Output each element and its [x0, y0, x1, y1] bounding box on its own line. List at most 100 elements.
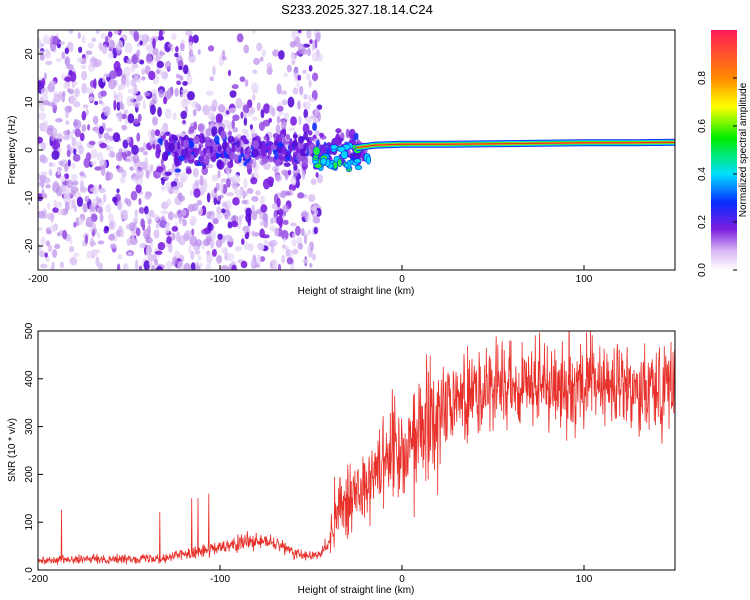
noise-blob	[98, 187, 106, 194]
noise-blob	[132, 154, 140, 164]
noise-blob	[58, 184, 67, 193]
noise-blob	[151, 264, 156, 270]
noise-blob	[312, 216, 321, 224]
noise-blob	[71, 137, 77, 147]
snr-x-tick-label: 0	[399, 574, 405, 585]
noise-blob	[118, 225, 123, 233]
noise-blob	[129, 166, 134, 172]
noise-blob	[136, 168, 144, 179]
noise-blob	[221, 201, 228, 208]
noise-blob	[157, 106, 162, 118]
spectrogram-x-tick-label: -100	[210, 274, 230, 285]
spectrogram-y-ticks: -20 -10 0 10 20	[24, 48, 43, 253]
noise-blob	[259, 195, 265, 206]
highlight-blob	[337, 158, 343, 168]
noise-blob	[165, 181, 171, 192]
noise-blob	[276, 105, 284, 112]
noise-blob	[243, 242, 249, 250]
noise-blob	[216, 206, 222, 215]
noise-blob	[150, 129, 155, 139]
noise-blob	[243, 44, 250, 54]
noise-blob	[113, 60, 121, 72]
noise-blob	[152, 47, 159, 56]
noise-blob	[72, 154, 81, 162]
noise-blob	[38, 136, 43, 144]
noise-blob	[317, 112, 321, 122]
noise-blob	[263, 103, 271, 114]
noise-blob	[46, 127, 53, 136]
noise-blob	[85, 108, 89, 117]
noise-blob	[190, 250, 195, 261]
band-blob	[177, 140, 181, 151]
noise-blob	[187, 203, 195, 213]
noise-blob	[291, 238, 297, 247]
noise-blob	[109, 70, 118, 79]
noise-blob	[115, 151, 123, 162]
band-blob	[285, 133, 291, 141]
noise-blob	[193, 121, 198, 131]
noise-blob	[51, 127, 58, 135]
noise-blob	[138, 147, 145, 153]
band-blob	[276, 134, 283, 144]
noise-blob	[262, 234, 270, 239]
noise-blob	[310, 178, 317, 186]
noise-blob	[251, 196, 259, 202]
band-blob	[237, 155, 242, 163]
noise-blob	[260, 204, 268, 213]
noise-blob	[103, 73, 110, 78]
noise-blob	[167, 43, 173, 48]
noise-blob	[277, 263, 282, 270]
noise-blob	[240, 260, 248, 269]
colorbar: 0.0 0.2 0.4 0.6 0.8 Normalized spectral ampl…	[697, 30, 749, 277]
band-blob	[202, 147, 207, 153]
band-blob	[263, 135, 268, 141]
noise-blob	[107, 212, 114, 222]
noise-blob	[283, 72, 288, 78]
spectrogram-y-axis-label: Frequency (Hz)	[7, 116, 18, 185]
noise-blob	[166, 221, 171, 227]
noise-blob	[246, 187, 254, 194]
noise-blob	[177, 51, 182, 57]
noise-blob	[96, 152, 104, 162]
noise-blob	[288, 183, 297, 192]
noise-blob	[215, 113, 224, 123]
noise-blob	[103, 132, 110, 140]
noise-blob	[64, 56, 71, 67]
noise-blob	[303, 93, 308, 100]
noise-blob	[221, 247, 228, 254]
noise-blob	[66, 149, 71, 158]
noise-blob	[179, 75, 184, 81]
noise-blob	[64, 76, 72, 82]
noise-blob	[244, 79, 249, 87]
spectrogram-y-tick-label: 20	[24, 48, 35, 60]
band-blob	[345, 128, 350, 139]
band-blob	[214, 134, 220, 145]
noise-blob	[227, 69, 232, 77]
snr-y-axis-label: SNR (10 * v/v)	[7, 418, 18, 482]
noise-blob	[226, 178, 231, 188]
band-blob	[204, 141, 212, 147]
noise-blob	[81, 34, 86, 44]
band-blob	[156, 166, 164, 173]
band-blob	[361, 153, 365, 162]
noise-blob	[68, 88, 75, 95]
highlight-blob	[337, 146, 346, 153]
noise-blob	[179, 42, 185, 52]
noise-blob	[313, 226, 318, 235]
noise-blob	[143, 260, 150, 270]
noise-blob	[280, 90, 288, 95]
noise-blob	[283, 112, 289, 120]
noise-blob	[309, 262, 313, 268]
snr-y-tick-label: 300	[24, 418, 35, 435]
noise-blob	[81, 110, 87, 121]
noise-blob	[232, 114, 240, 121]
noise-blob	[195, 261, 200, 270]
noise-blob	[281, 254, 285, 264]
band-blob	[242, 138, 249, 144]
noise-blob	[314, 130, 320, 136]
noise-blob	[123, 109, 129, 115]
noise-blob	[56, 134, 64, 139]
noise-blob	[186, 74, 193, 86]
band-blob	[193, 135, 200, 145]
noise-blob	[316, 53, 323, 62]
